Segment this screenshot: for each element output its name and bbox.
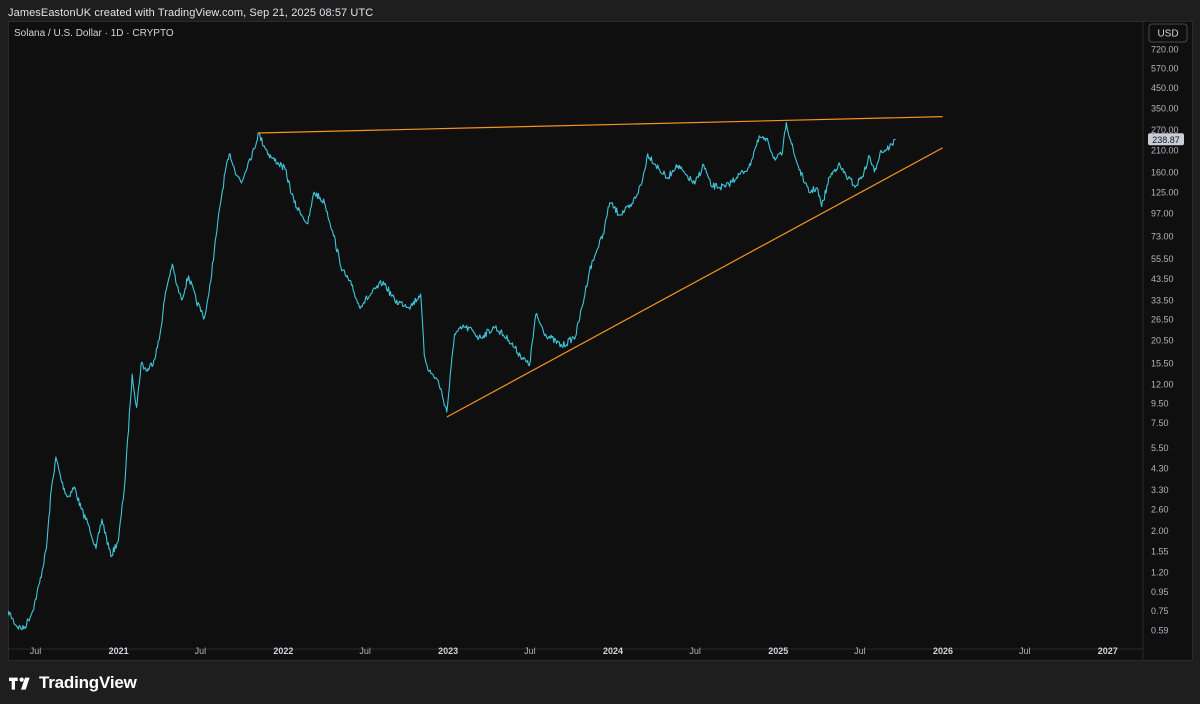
x-tick-label: Jul [689,646,701,656]
x-tick-label: 2021 [109,646,129,656]
y-tick-label: 73.00 [1151,232,1174,242]
y-tick-label: 720.00 [1151,45,1179,55]
y-tick-label: 20.50 [1151,336,1174,346]
y-tick-label: 7.50 [1151,418,1169,428]
x-tick-label: Jul [524,646,536,656]
footer-bar [0,662,1200,704]
price-series-line[interactable] [8,122,896,631]
y-tick-label: 33.50 [1151,295,1174,305]
price-chart[interactable]: Solana / U.S. Dollar · 1D · CRYPTO USD 720… [8,21,1193,661]
x-tick-label: 2022 [273,646,293,656]
attribution-text: JamesEastonUK created with TradingView.c… [8,7,374,19]
x-tick-label: 2026 [933,646,953,656]
y-tick-label: 160.00 [1151,168,1179,178]
resistance-trendline[interactable] [258,116,943,134]
y-tick-label: 0.95 [1151,587,1169,597]
y-tick-label: 1.20 [1151,568,1169,578]
tradingview-logo[interactable]: TradingView [9,673,137,693]
y-tick-label: 125.00 [1151,188,1179,198]
y-tick-label: 0.75 [1151,606,1169,616]
tradingview-logo-icon [9,677,30,690]
y-tick-label: 26.50 [1151,315,1174,325]
x-tick-label: 2024 [603,646,623,656]
y-tick-label: 9.50 [1151,398,1169,408]
y-tick-label: 55.50 [1151,254,1174,264]
x-tick-label: Jul [854,646,866,656]
y-tick-label: 5.50 [1151,443,1169,453]
symbol-title: Solana / U.S. Dollar · 1D · CRYPTO [14,28,174,39]
x-tick-label: Jul [359,646,371,656]
x-tick-label: Jul [30,646,42,656]
chart-frame[interactable] [8,21,1193,661]
x-tick-label: 2027 [1098,646,1118,656]
x-tick-label: 2023 [438,646,458,656]
tradingview-wordmark: TradingView [39,673,137,692]
support-trendline[interactable] [446,147,943,418]
y-tick-label: 210.00 [1151,145,1179,155]
currency-label: USD [1157,29,1178,40]
y-tick-label: 570.00 [1151,64,1179,74]
x-tick-label: Jul [195,646,207,656]
y-tick-label: 450.00 [1151,83,1179,93]
x-tick-label: Jul [1019,646,1031,656]
y-tick-label: 4.30 [1151,463,1169,473]
y-tick-label: 12.00 [1151,379,1174,389]
y-tick-label: 2.60 [1151,504,1169,514]
y-tick-label: 97.00 [1151,208,1174,218]
y-tick-label: 43.50 [1151,274,1174,284]
last-price-label: 238.87 [1152,135,1180,145]
y-tick-label: 270.00 [1151,125,1179,135]
y-tick-label: 1.55 [1151,547,1169,557]
last-price-badge [1148,133,1184,146]
y-tick-label: 15.50 [1151,358,1174,368]
y-tick-label: 3.30 [1151,485,1169,495]
x-tick-label: 2025 [768,646,788,656]
y-tick-label: 2.00 [1151,526,1169,536]
currency-selector[interactable] [1148,23,1188,43]
y-tick-label: 350.00 [1151,104,1179,114]
y-tick-label: 0.59 [1151,626,1169,636]
